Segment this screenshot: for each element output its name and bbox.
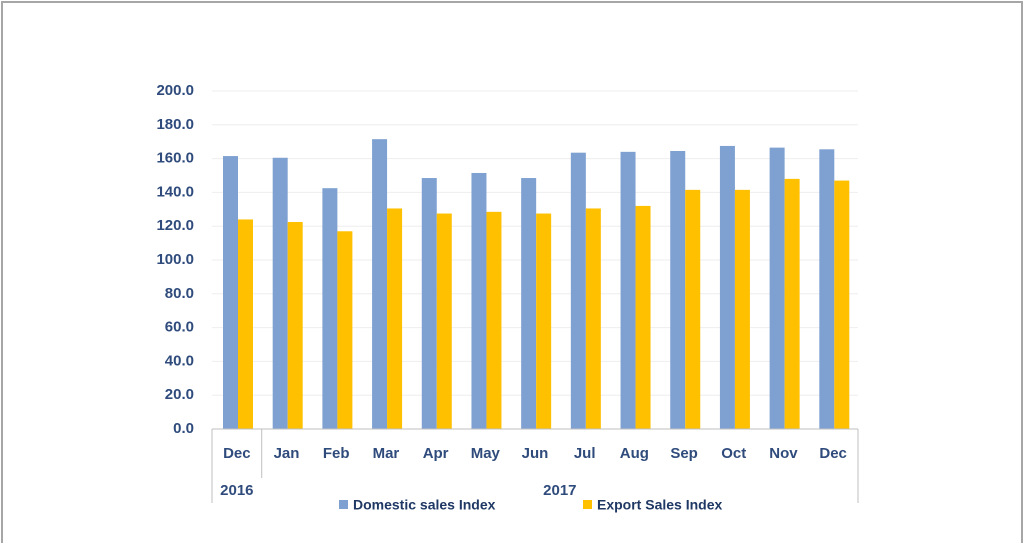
bar bbox=[387, 208, 403, 429]
x-tick-label: Jun bbox=[522, 445, 549, 462]
y-tick-label: 80.0 bbox=[165, 285, 194, 302]
x-tick-label: Oct bbox=[721, 445, 746, 462]
bar bbox=[272, 157, 288, 429]
x-tick-label: Jan bbox=[274, 445, 300, 462]
bar bbox=[570, 152, 586, 429]
x-tick-label: Apr bbox=[423, 445, 449, 462]
bar bbox=[784, 178, 800, 429]
y-tick-label: 40.0 bbox=[165, 352, 194, 369]
bar bbox=[471, 172, 487, 429]
x-tick-label: Jul bbox=[574, 445, 596, 462]
y-tick-label: 200.0 bbox=[156, 82, 194, 99]
bar bbox=[486, 211, 502, 429]
x-tick-label: Sep bbox=[670, 445, 698, 462]
bar bbox=[238, 219, 253, 429]
y-tick-label: 180.0 bbox=[156, 116, 194, 133]
bar bbox=[436, 213, 452, 429]
bar bbox=[734, 189, 750, 429]
y-tick-label: 100.0 bbox=[156, 251, 194, 268]
legend-swatch bbox=[339, 500, 348, 509]
bar bbox=[223, 156, 238, 429]
bar bbox=[536, 213, 552, 429]
y-tick-label: 0.0 bbox=[173, 420, 194, 437]
group-label: 2017 bbox=[543, 482, 576, 499]
x-tick-label: Feb bbox=[323, 445, 350, 462]
y-tick-label: 20.0 bbox=[165, 386, 194, 403]
legend-label: Export Sales Index bbox=[597, 497, 722, 513]
y-tick-label: 120.0 bbox=[156, 217, 194, 234]
bar bbox=[670, 150, 686, 429]
bar bbox=[635, 205, 651, 429]
legend-swatch bbox=[583, 500, 592, 509]
legend-label: Domestic sales Index bbox=[353, 497, 496, 513]
bar bbox=[719, 145, 735, 430]
bar bbox=[585, 208, 601, 429]
y-tick-label: 160.0 bbox=[156, 150, 194, 167]
x-tick-label: May bbox=[471, 445, 501, 462]
bar bbox=[521, 178, 537, 429]
y-tick-label: 60.0 bbox=[165, 319, 194, 336]
bar bbox=[685, 189, 701, 429]
x-tick-label: Dec bbox=[223, 445, 251, 462]
bar bbox=[322, 188, 338, 429]
x-tick-label: Aug bbox=[620, 445, 649, 462]
bar bbox=[421, 178, 437, 429]
bar bbox=[337, 231, 353, 429]
x-tick-label: Mar bbox=[373, 445, 400, 462]
y-tick-label: 140.0 bbox=[156, 183, 194, 200]
bar bbox=[819, 149, 835, 429]
x-tick-label: Nov bbox=[769, 445, 798, 462]
bar bbox=[834, 180, 850, 429]
x-tick-label: Dec bbox=[819, 445, 847, 462]
group-label: 2016 bbox=[220, 482, 253, 499]
bar bbox=[287, 221, 303, 429]
bar bbox=[372, 139, 388, 430]
bar bbox=[620, 151, 636, 429]
bar bbox=[769, 147, 785, 430]
